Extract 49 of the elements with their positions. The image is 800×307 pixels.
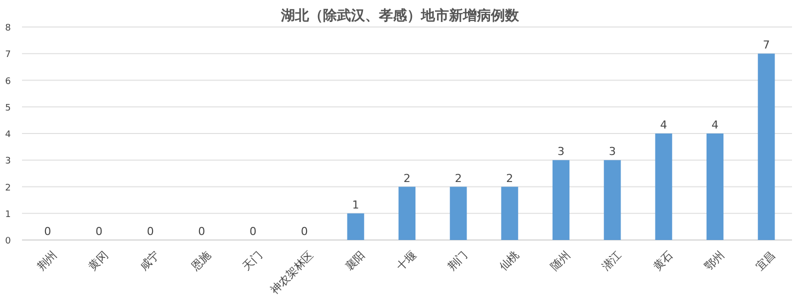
bar [552,160,570,240]
bar [758,54,775,240]
data-label: 0 [250,225,256,238]
bar [604,160,621,240]
data-label: 4 [712,118,718,132]
chart-title: 湖北（除武汉、孝感）地市新增病例数 [280,7,520,24]
x-tick-label: 十堰 [394,248,419,274]
y-tick-label: 5 [5,103,11,114]
data-label: 3 [608,145,616,158]
bar [501,186,518,240]
x-tick-label: 鄂州 [702,248,727,274]
data-label: 0 [44,225,52,238]
y-tick-label: 7 [5,50,11,60]
x-tick-label: 神农架林区 [268,248,316,297]
data-label: 2 [404,172,410,185]
data-label: 2 [506,172,514,185]
data-label: 3 [558,145,564,158]
data-label: 0 [96,225,102,238]
y-tick-label: 0 [5,236,12,246]
x-tick-label: 潜江 [599,248,624,274]
y-tick-label: 1 [5,210,11,220]
bar [347,213,364,240]
bar [655,134,672,240]
y-tick-label: 2 [5,183,11,194]
y-tick-label: 3 [5,156,11,167]
x-tick-label: 黄冈 [86,248,111,274]
y-tick-label: 6 [5,76,12,87]
x-tick-label: 咸宁 [137,248,162,274]
data-label: 7 [762,38,770,52]
data-label: 1 [352,198,360,212]
x-tick-label: 襄阳 [342,248,368,274]
x-tick-label: 天门 [240,248,265,274]
x-tick-label: 仙桃 [496,248,522,274]
data-label: 0 [198,225,206,238]
x-tick-label: 荆门 [445,248,470,274]
data-label: 0 [146,225,154,238]
x-tick-label: 黄石 [650,248,676,274]
data-label: 4 [660,118,668,132]
x-tick-label: 恩施 [188,248,214,274]
bar [398,186,416,240]
x-tick-label: 荆州 [34,248,60,274]
bar [706,134,724,240]
bar [450,186,467,240]
data-label: 0 [300,225,308,238]
x-tick-label: 宜昌 [753,248,778,274]
data-label: 2 [454,172,462,185]
y-tick-label: 8 [5,24,12,34]
y-tick-label: 4 [5,130,12,140]
x-tick-label: 随州 [548,248,573,274]
